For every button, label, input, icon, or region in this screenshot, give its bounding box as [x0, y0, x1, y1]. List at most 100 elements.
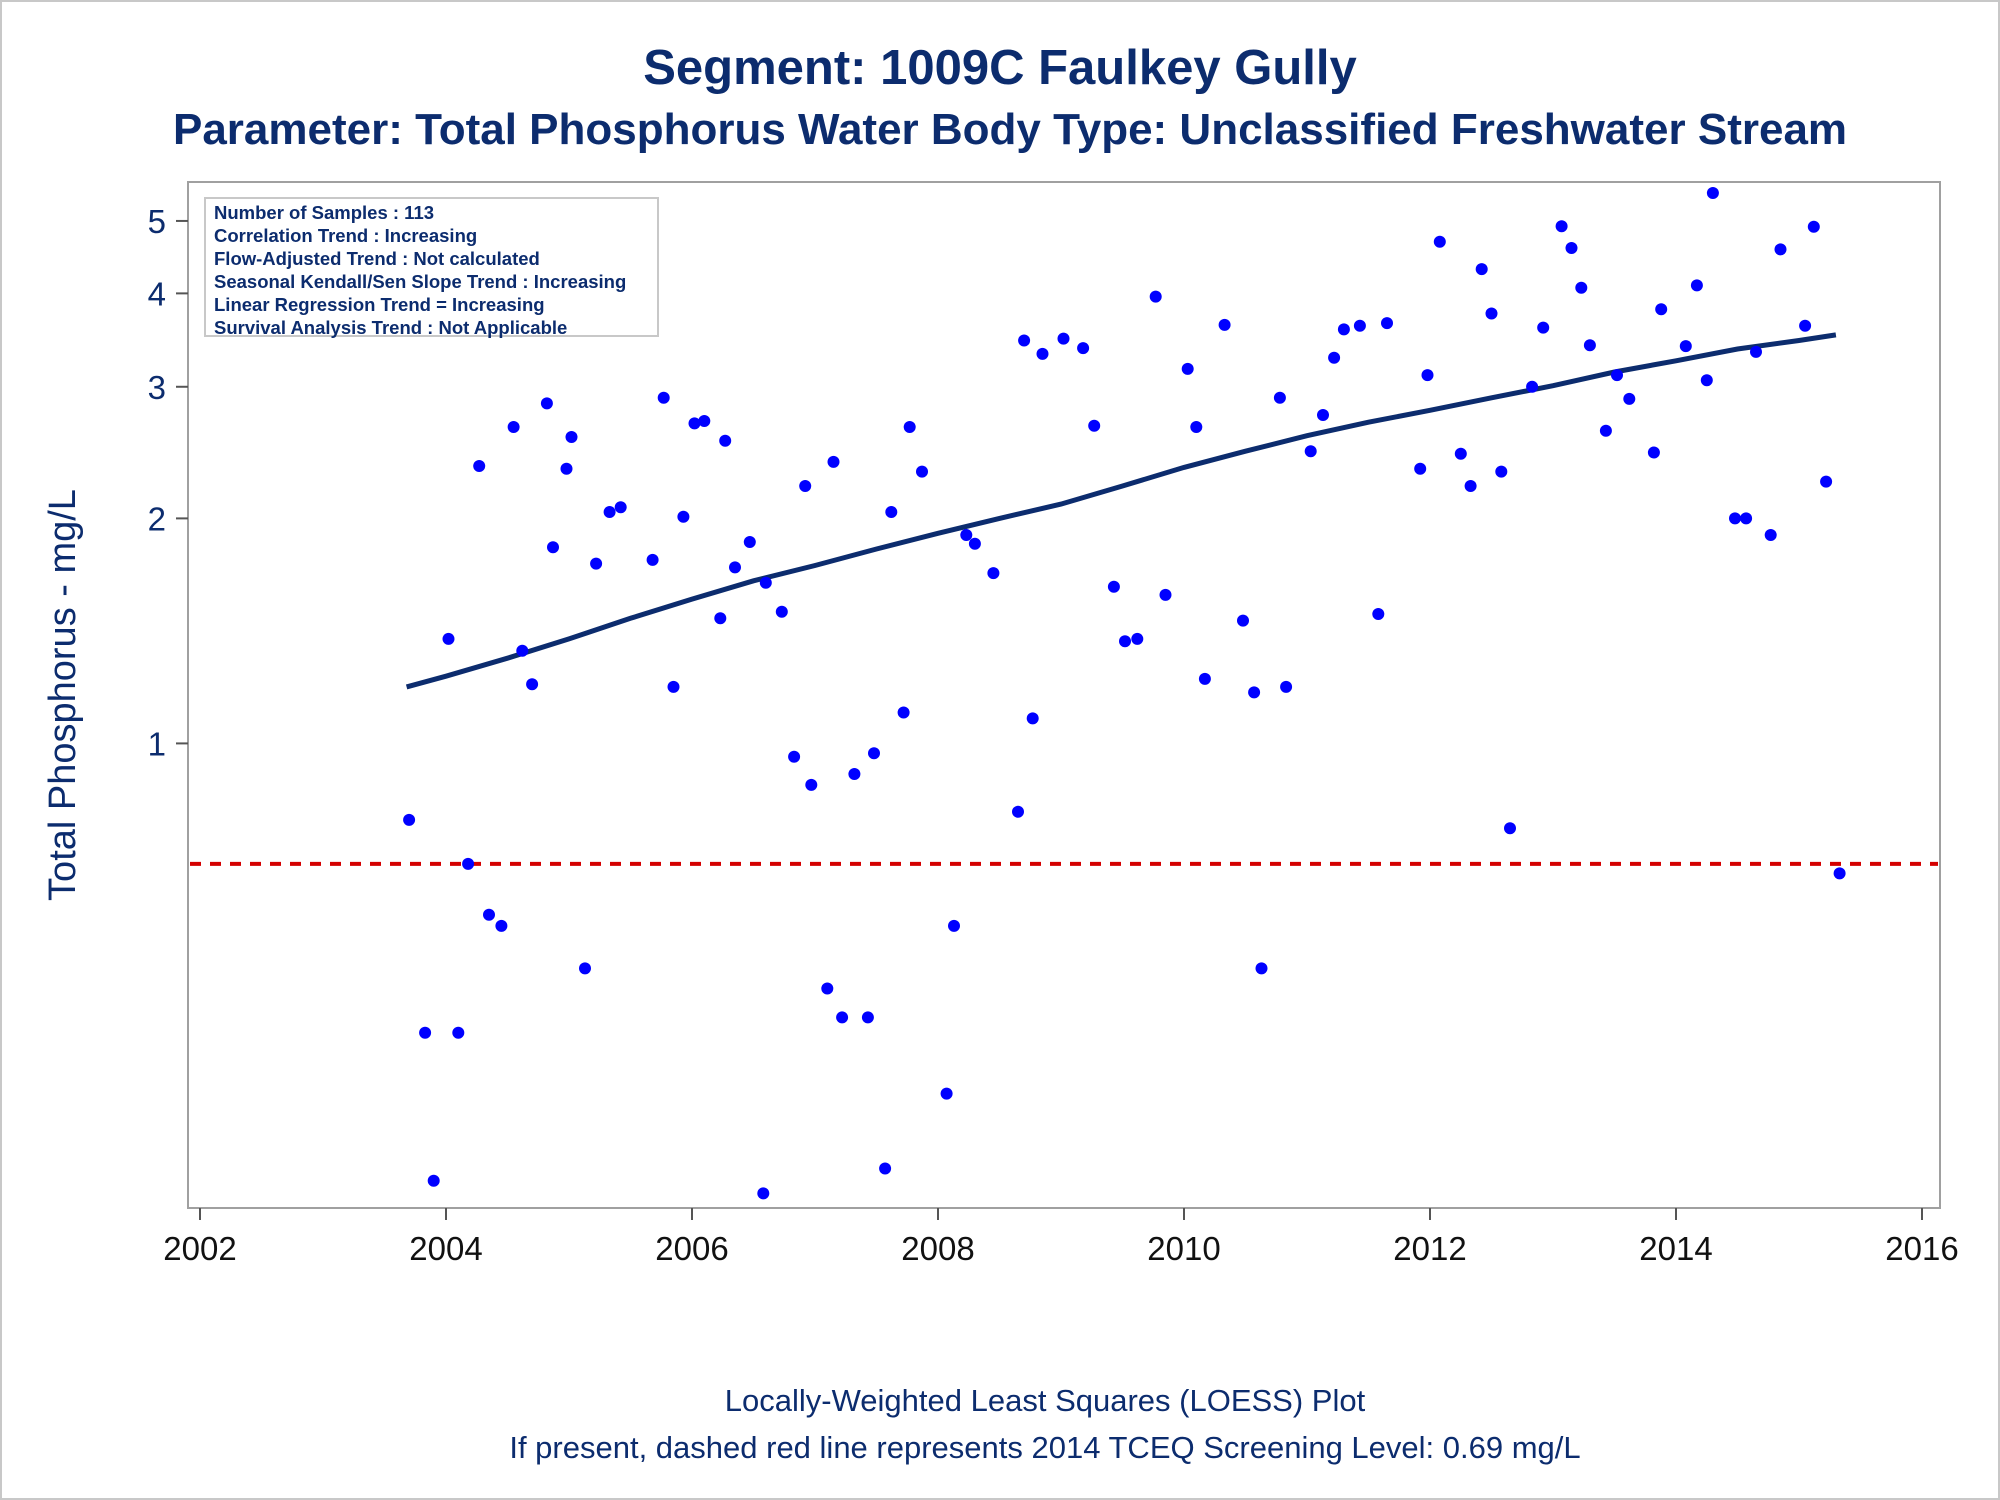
data-point	[1729, 512, 1741, 525]
data-point	[836, 1011, 849, 1024]
data-point	[1026, 712, 1039, 725]
data-point	[1107, 580, 1120, 593]
data-point	[1018, 334, 1031, 347]
data-point	[1495, 465, 1508, 478]
data-point	[1372, 608, 1385, 620]
data-point	[677, 510, 690, 523]
data-point	[1464, 480, 1477, 492]
x-tick-label: 2010	[1147, 1230, 1220, 1267]
data-point	[442, 632, 455, 645]
data-point	[1328, 351, 1341, 364]
x-tick-label: 2006	[655, 1230, 728, 1267]
data-point	[885, 506, 898, 518]
data-point	[729, 561, 741, 574]
data-point	[1255, 962, 1268, 975]
data-point	[547, 541, 559, 554]
data-point	[1526, 380, 1539, 393]
y-tick-label: 2	[148, 500, 166, 537]
data-point	[1414, 462, 1427, 475]
data-point	[646, 553, 659, 566]
x-tick-label: 2016	[1885, 1230, 1958, 1267]
data-point	[427, 1174, 440, 1187]
data-point	[1337, 323, 1350, 336]
data-point	[1740, 512, 1753, 525]
data-point	[403, 813, 416, 826]
data-point	[1575, 281, 1588, 294]
data-point	[614, 501, 627, 514]
data-point	[743, 536, 756, 548]
data-point	[657, 391, 670, 404]
stat-survival-analysis-trend: Survival Analysis Trend : Not Applicable	[214, 317, 568, 338]
y-tick-label: 5	[148, 203, 166, 240]
data-point	[861, 1011, 874, 1024]
data-point	[1655, 303, 1668, 316]
data-point	[1700, 374, 1713, 387]
data-point	[1012, 805, 1024, 818]
data-point	[1159, 588, 1172, 601]
data-point	[757, 1187, 770, 1200]
data-point	[1181, 362, 1194, 375]
data-point	[968, 537, 981, 550]
footnote-plot-type: Locally-Weighted Least Squares (LOESS) P…	[724, 1383, 1366, 1418]
data-point	[821, 982, 834, 995]
data-point	[590, 557, 603, 570]
data-point	[1421, 369, 1434, 382]
data-point	[495, 919, 508, 932]
data-point	[1304, 445, 1317, 458]
data-point	[1057, 332, 1070, 345]
data-point	[1131, 632, 1144, 645]
data-point	[1077, 342, 1090, 355]
y-axis: 1 2 3 4 5	[148, 203, 188, 762]
footnote-screening-level: If present, dashed red line represents 2…	[509, 1430, 1581, 1465]
data-point	[1190, 421, 1203, 433]
trend-statistics-box: Number of Samples : 113 Correlation Tren…	[204, 197, 659, 338]
chart-subtitle: Parameter: Total Phosphorus Water Body T…	[172, 105, 1848, 154]
data-point	[788, 750, 801, 763]
data-point	[1504, 822, 1516, 835]
data-point	[1454, 447, 1467, 460]
data-point	[879, 1162, 892, 1175]
data-point	[903, 421, 916, 433]
data-point	[516, 644, 529, 657]
data-point	[1599, 424, 1612, 437]
data-point	[667, 680, 680, 693]
data-point	[1088, 419, 1101, 432]
data-point	[1237, 614, 1249, 627]
data-point	[1679, 340, 1692, 353]
x-tick-label: 2004	[409, 1230, 482, 1267]
data-point	[603, 506, 616, 518]
data-point	[698, 415, 711, 427]
data-point	[1774, 243, 1787, 256]
data-point	[1690, 279, 1703, 292]
y-axis-label: Total Phosphorus - mg/L	[42, 489, 84, 901]
data-point	[1149, 290, 1162, 303]
data-point	[960, 529, 973, 541]
data-point	[1820, 475, 1833, 488]
data-point	[1750, 345, 1762, 358]
data-point	[948, 919, 960, 932]
data-point	[1036, 347, 1049, 360]
data-point	[1198, 672, 1211, 685]
data-point	[759, 576, 772, 589]
stat-flow-adjusted-trend: Flow-Adjusted Trend : Not calculated	[214, 248, 540, 269]
data-point	[1623, 392, 1636, 405]
data-point	[1799, 319, 1812, 332]
x-tick-label: 2008	[901, 1230, 974, 1267]
data-point	[507, 421, 520, 433]
x-tick-label: 2014	[1639, 1230, 1712, 1267]
data-point	[1764, 529, 1777, 541]
data-point	[540, 397, 553, 410]
data-point	[565, 431, 578, 443]
data-point	[1647, 446, 1660, 459]
data-point	[1485, 307, 1498, 320]
data-point	[1611, 369, 1623, 382]
data-point	[827, 455, 840, 468]
data-point	[526, 678, 539, 691]
data-point	[1537, 321, 1550, 334]
data-point	[419, 1026, 432, 1039]
data-point	[1280, 680, 1293, 693]
data-point	[897, 706, 910, 719]
x-axis: 2002 2004 2006 2008 2010 2012 2014 2016	[163, 1208, 1959, 1267]
data-point	[1317, 409, 1329, 421]
